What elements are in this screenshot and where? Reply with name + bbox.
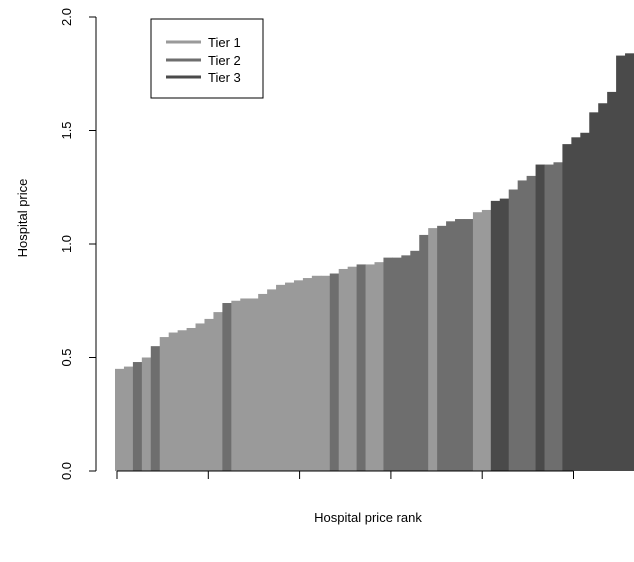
bar-rank-49 <box>544 164 554 472</box>
bar-rank-4 <box>141 357 152 471</box>
bar-rank-5 <box>150 346 161 471</box>
bar-rank-18 <box>267 289 277 471</box>
y-tick-label-2: 1.0 <box>59 235 74 253</box>
bar-rank-1 <box>115 368 125 471</box>
bar-rank-33 <box>401 255 411 471</box>
bar-rank-10 <box>195 323 205 471</box>
legend-label-tier-2: Tier 2 <box>208 53 241 68</box>
bar-rank-40 <box>463 219 474 471</box>
bar-rank-23 <box>311 275 322 471</box>
bar-rank-41 <box>472 212 483 471</box>
bar-rank-16 <box>249 298 259 471</box>
bar-rank-30 <box>374 262 384 471</box>
legend: Tier 1 Tier 2 Tier 3 <box>150 18 264 99</box>
bar-rank-38 <box>446 221 456 471</box>
bar-rank-47 <box>526 175 537 471</box>
bar-rank-7 <box>168 332 179 471</box>
x-axis-label: Hospital price rank <box>314 510 422 525</box>
y-axis-label: Hospital price <box>15 179 30 258</box>
bar-rank-22 <box>302 278 313 471</box>
bar-rank-19 <box>276 284 286 471</box>
bar-rank-13 <box>222 303 232 471</box>
bar-rank-17 <box>258 293 268 471</box>
bar-rank-12 <box>213 312 223 471</box>
bar-rank-56 <box>607 91 617 471</box>
bar-rank-48 <box>535 164 546 472</box>
axes: 0.0 0.5 1.0 1.5 2.0 <box>59 8 574 480</box>
y-tick-label-4: 2.0 <box>59 8 74 26</box>
bar-rank-6 <box>159 337 170 471</box>
bar-rank-58 <box>625 53 634 471</box>
bar-rank-14 <box>231 300 241 471</box>
bar-rank-37 <box>437 225 447 471</box>
bar-rank-53 <box>580 132 590 471</box>
bar-rank-27 <box>347 266 358 471</box>
bar-rank-32 <box>392 257 402 471</box>
bar-rank-25 <box>329 273 340 471</box>
legend-label-tier-1: Tier 1 <box>208 35 241 50</box>
bar-rank-45 <box>508 189 519 471</box>
bar-rank-28 <box>356 264 367 471</box>
bar-rank-35 <box>419 234 429 471</box>
bar-rank-55 <box>598 103 608 471</box>
bar-series <box>115 53 634 472</box>
bar-rank-2 <box>123 366 134 471</box>
bar-rank-11 <box>204 318 214 471</box>
bar-rank-31 <box>383 257 393 471</box>
bar-rank-44 <box>499 198 510 471</box>
bar-rank-3 <box>132 362 143 471</box>
bar-rank-54 <box>589 112 599 471</box>
bar-rank-9 <box>186 327 197 471</box>
bar-rank-50 <box>553 162 563 471</box>
bar-rank-46 <box>517 180 528 471</box>
bar-rank-36 <box>428 228 438 471</box>
bar-rank-52 <box>571 137 581 471</box>
bar-rank-21 <box>293 280 304 471</box>
bar-rank-29 <box>365 264 375 471</box>
bar-rank-15 <box>240 298 250 471</box>
bar-rank-8 <box>177 330 188 471</box>
y-tick-label-0: 0.0 <box>59 462 74 480</box>
y-tick-label-3: 1.5 <box>59 121 74 139</box>
bar-rank-43 <box>490 200 501 471</box>
bar-rank-51 <box>562 144 572 471</box>
bar-rank-42 <box>481 209 492 471</box>
legend-label-tier-3: Tier 3 <box>208 70 241 85</box>
bar-rank-39 <box>455 219 465 471</box>
bar-rank-24 <box>320 275 331 471</box>
bar-rank-34 <box>410 250 420 471</box>
y-tick-label-1: 0.5 <box>59 348 74 366</box>
bar-rank-20 <box>285 282 295 471</box>
bar-rank-57 <box>616 55 626 472</box>
bar-rank-26 <box>338 268 349 471</box>
